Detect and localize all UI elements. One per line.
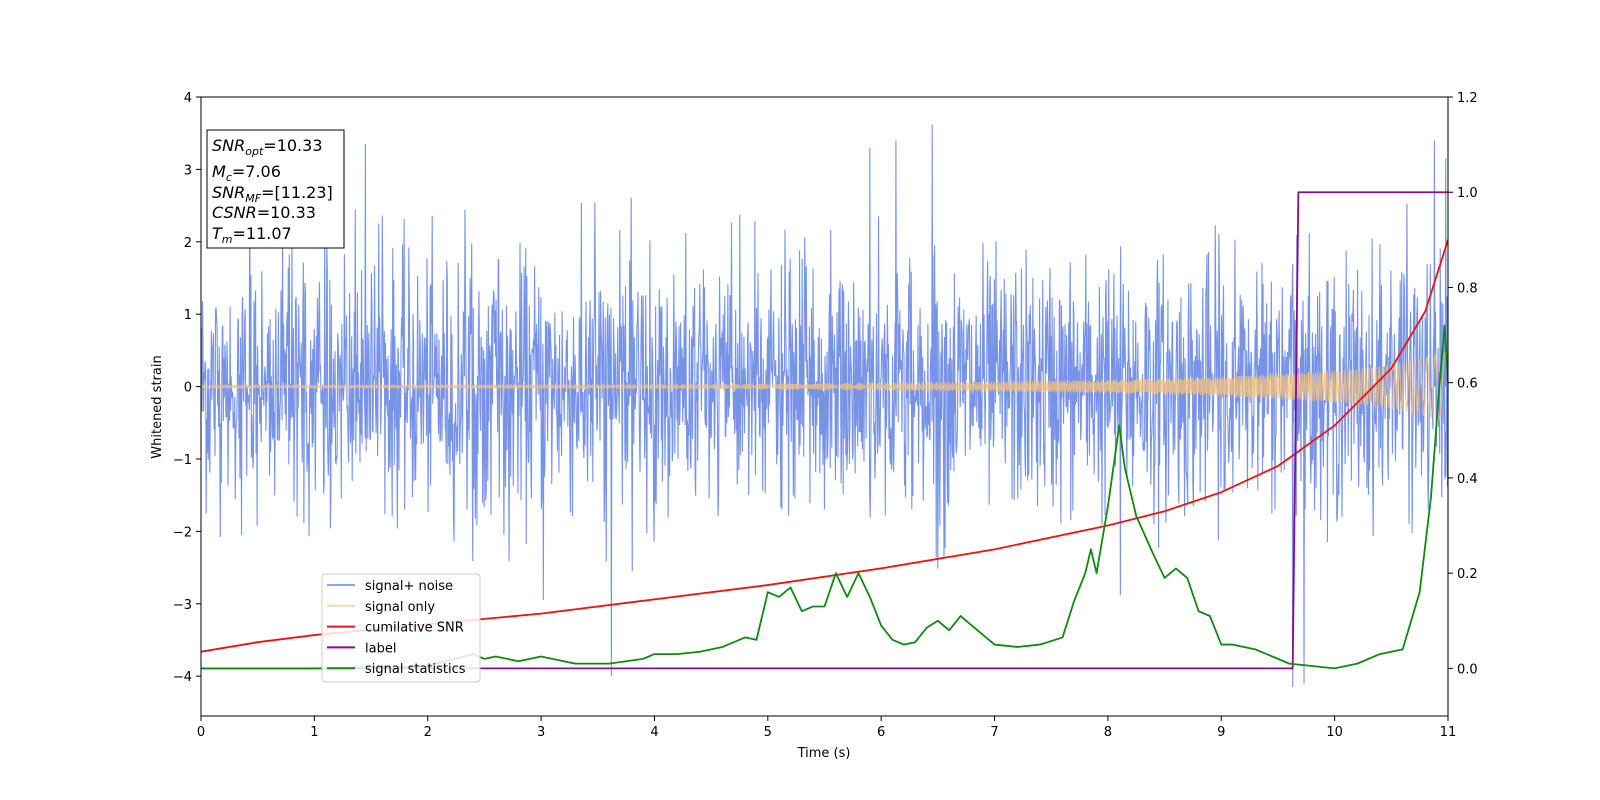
y-axis-right: 1.2 1.0 0.8 0.6 0.4 0.2 0.0 bbox=[1448, 91, 1478, 677]
x-tick-label: 5 bbox=[764, 725, 772, 740]
y-right-tick-label: 1.2 bbox=[1457, 91, 1478, 106]
annotation-line: Tm=11.07 bbox=[212, 224, 292, 246]
y-right-tick-label: 0.4 bbox=[1457, 472, 1478, 487]
y-left-tick-label: 4 bbox=[184, 91, 192, 106]
annotation-symbol: T bbox=[212, 224, 223, 243]
annotation-line: SNRMF=[11.23] bbox=[212, 183, 333, 205]
y-left-tick-label: 3 bbox=[184, 163, 192, 178]
y-left-tick-label: 0 bbox=[184, 381, 192, 396]
x-tick-label: 8 bbox=[1104, 725, 1112, 740]
annotation-subscript: c bbox=[226, 171, 232, 184]
x-tick-label: 9 bbox=[1217, 725, 1225, 740]
annotation-subscript: MF bbox=[245, 192, 261, 205]
legend-label: signal+ noise bbox=[365, 579, 453, 594]
y-left-tick-label: −4 bbox=[173, 670, 192, 685]
x-tick-label: 3 bbox=[537, 725, 545, 740]
y-left-tick-label: −1 bbox=[173, 453, 192, 468]
x-tick-label: 4 bbox=[650, 725, 658, 740]
series-line-3 bbox=[201, 191, 1448, 670]
x-tick-label: 0 bbox=[197, 725, 205, 740]
annotation-value: =10.33 bbox=[257, 203, 316, 222]
legend-label: signal only bbox=[365, 600, 435, 615]
annotation-line: Mc=7.06 bbox=[212, 162, 281, 184]
y-left-tick-label: −2 bbox=[173, 525, 192, 540]
y-left-tick-label: 1 bbox=[184, 308, 192, 323]
x-tick-label: 10 bbox=[1326, 725, 1343, 740]
annotation-symbol: M bbox=[212, 162, 226, 181]
annotation-line: CSNR=10.33 bbox=[212, 203, 316, 222]
y-right-tick-label: 0.2 bbox=[1457, 567, 1478, 582]
y-right-tick-label: 0.6 bbox=[1457, 377, 1478, 392]
annotation-symbol: SNR bbox=[212, 183, 245, 202]
y-axis-left: 4 3 2 1 0 −1 −2 −3 −4 bbox=[173, 91, 201, 685]
annotation-line: SNRopt=10.33 bbox=[212, 136, 323, 158]
y-right-tick-label: 1.0 bbox=[1457, 186, 1478, 201]
y-left-tick-label: −3 bbox=[173, 598, 192, 613]
legend-label: signal statistics bbox=[365, 662, 466, 677]
annotation-value: =7.06 bbox=[232, 162, 281, 181]
legend-label: label bbox=[365, 641, 396, 656]
legend: signal+ noise signal only cumilative SNR la… bbox=[321, 573, 481, 683]
x-tick-label: 2 bbox=[424, 725, 432, 740]
y-left-tick-label: 2 bbox=[184, 236, 192, 251]
annotation-symbol: CSNR bbox=[212, 203, 257, 222]
y-axis-label: Whitened strain bbox=[150, 355, 165, 458]
series-line-4 bbox=[201, 324, 1448, 670]
annotation-box: SNRopt=10.33Mc=7.06SNRMF=[11.23]CSNR=10.… bbox=[206, 129, 345, 249]
legend-frame bbox=[321, 573, 481, 683]
annotation-subscript: opt bbox=[245, 145, 264, 158]
plot-frame bbox=[200, 96, 1449, 717]
annotation-frame bbox=[206, 129, 345, 249]
x-tick-label: 6 bbox=[877, 725, 885, 740]
annotation-value: =10.33 bbox=[263, 136, 322, 155]
x-tick-label: 11 bbox=[1440, 725, 1457, 740]
annotation-value: =[11.23] bbox=[261, 183, 333, 202]
annotation-subscript: m bbox=[222, 233, 233, 246]
series-line-signal-only bbox=[201, 351, 1448, 422]
annotation-symbol: SNR bbox=[212, 136, 245, 155]
x-tick-label: 1 bbox=[310, 725, 318, 740]
x-axis-label: Time (s) bbox=[797, 746, 851, 761]
y-right-tick-label: 0.8 bbox=[1457, 281, 1478, 296]
y-right-tick-label: 0.0 bbox=[1457, 662, 1478, 677]
x-tick-label: 7 bbox=[990, 725, 998, 740]
legend-label: cumilative SNR bbox=[365, 621, 464, 636]
x-axis: 0 1 2 3 4 5 6 7 8 9 10 11 bbox=[197, 716, 1456, 740]
annotation-value: =11.07 bbox=[233, 224, 292, 243]
